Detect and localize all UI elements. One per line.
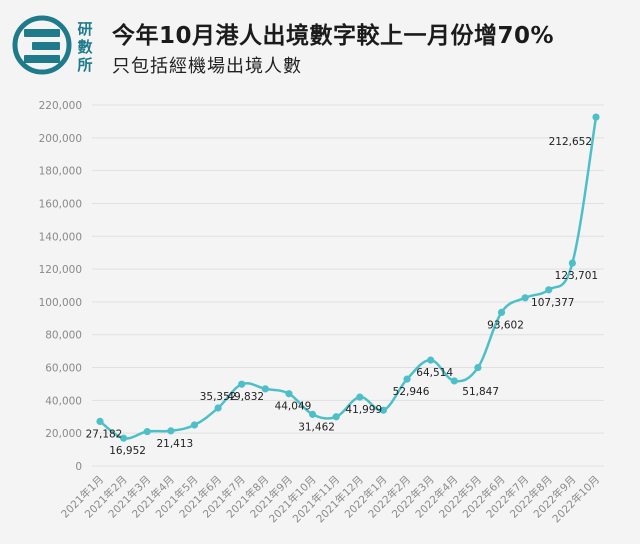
y-tick-label: 200,000 (39, 133, 82, 145)
logo-bar-bottom (24, 55, 60, 63)
logo-ring-icon (12, 15, 72, 75)
data-point (521, 294, 529, 302)
data-label: 49,832 (227, 391, 264, 403)
data-point (545, 286, 553, 294)
x-axis-ticks: 2021年1月2021年2月2021年3月2021年4月2021年5月2021年… (58, 473, 602, 525)
y-tick-label: 80,000 (45, 330, 82, 342)
data-label: 44,049 (275, 401, 312, 413)
series-line (99, 116, 598, 440)
data-label: 35,352 (200, 391, 237, 403)
y-tick-label: 140,000 (39, 231, 82, 243)
chart-header: 研 數 所 今年10月港人出境數字較上一月份增70% 只包括經機場出境人數 (0, 0, 640, 86)
data-point (497, 308, 506, 317)
logo-bar-mid (32, 42, 60, 50)
data-label: 41,999 (345, 404, 382, 416)
data-point (285, 390, 293, 398)
data-point (96, 417, 104, 425)
grid-lines (92, 104, 604, 467)
y-tick-label: 220,000 (39, 100, 82, 112)
data-point (450, 377, 458, 385)
data-point (474, 363, 482, 372)
data-point (592, 113, 600, 121)
data-point (190, 421, 199, 429)
data-label: 64,514 (416, 367, 453, 379)
data-label: 27,182 (86, 428, 123, 440)
data-label: 16,952 (109, 445, 146, 457)
data-point (120, 434, 128, 442)
data-label: 52,946 (393, 386, 430, 398)
y-tick-label: 20,000 (45, 428, 82, 440)
logo-char-1: 研 (77, 20, 92, 38)
data-point (238, 380, 246, 388)
data-label: 31,462 (298, 421, 335, 433)
data-point (403, 375, 411, 383)
y-tick-label: 60,000 (45, 363, 82, 375)
series-points (96, 113, 600, 442)
y-tick-label: 100,000 (39, 297, 82, 309)
data-label: 93,602 (487, 319, 524, 331)
y-tick-label: 160,000 (39, 198, 82, 210)
logo-bar-top (24, 29, 60, 37)
data-point (143, 427, 151, 436)
data-point (568, 259, 576, 267)
data-label: 107,377 (531, 297, 574, 309)
data-point (214, 404, 222, 412)
data-point (332, 413, 340, 421)
y-tick-label: 0 (75, 461, 82, 473)
data-label: 212,652 (549, 136, 592, 148)
y-tick-label: 40,000 (45, 395, 82, 407)
data-point (167, 427, 175, 435)
line-chart: 0 20,000 40,000 60,000 80,000 100,000 120,000 1… (39, 100, 604, 525)
data-point (379, 406, 388, 414)
data-point (261, 385, 269, 393)
data-label: 123,701 (555, 270, 598, 282)
chart-subtitle: 只包括經機場出境人數 (112, 56, 302, 77)
logo: 研 數 所 (12, 15, 93, 75)
y-tick-label: 180,000 (39, 166, 82, 178)
data-point (427, 356, 435, 364)
logo-char-3: 所 (77, 56, 92, 74)
data-label: 51,847 (462, 386, 499, 398)
data-label: 21,413 (156, 438, 193, 450)
data-point (308, 410, 317, 418)
data-point (356, 393, 364, 401)
logo-char-2: 數 (77, 38, 92, 56)
chart-area: 0 20,000 40,000 60,000 80,000 100,000 120,000 1… (0, 86, 640, 540)
y-axis-ticks: 0 20,000 40,000 60,000 80,000 100,000 120,000 1… (39, 100, 82, 473)
chart-title: 今年10月港人出境數字較上一月份增70% (112, 23, 555, 49)
y-tick-label: 120,000 (39, 264, 82, 276)
